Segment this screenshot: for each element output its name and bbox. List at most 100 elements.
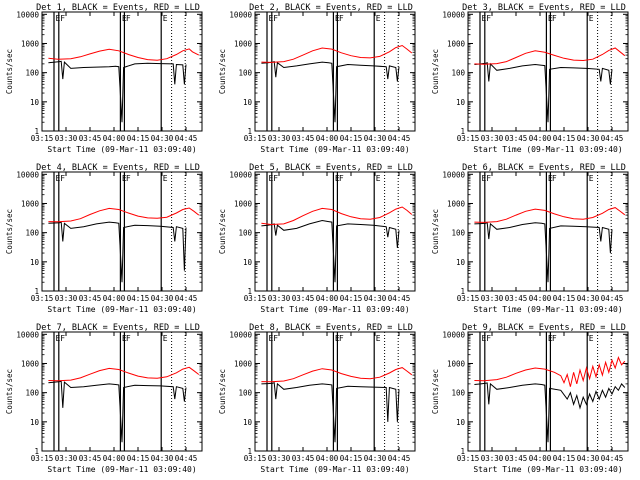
- segment-flag: E: [56, 14, 61, 23]
- lld-series-line: [261, 206, 413, 226]
- events-series-line: [474, 62, 613, 123]
- x-tick-label: 04:45: [388, 294, 411, 303]
- x-tick-label: 03:15: [244, 454, 267, 463]
- x-tick-label: 03:30: [268, 454, 291, 463]
- y-tick-label: 1: [460, 127, 465, 136]
- x-tick-label: 03:30: [481, 294, 504, 303]
- y-axis-label: Counts/sec: [431, 209, 440, 254]
- y-tick-label: 100: [238, 389, 252, 398]
- segment-flag: E: [56, 334, 61, 343]
- x-tick-label: 04:00: [529, 134, 552, 143]
- segment-flag: E: [335, 14, 340, 23]
- x-tick-label: 03:30: [268, 294, 291, 303]
- lld-series-line: [48, 366, 200, 382]
- x-tick-label: 04:00: [103, 454, 126, 463]
- x-axis-label: Start Time (09-Mar-11 03:09:40): [260, 465, 409, 474]
- x-axis-label: Start Time (09-Mar-11 03:09:40): [473, 305, 622, 314]
- segment-flag: E: [548, 174, 553, 183]
- x-tick-label: 04:15: [553, 294, 576, 303]
- y-tick-label: 100: [25, 229, 39, 238]
- y-tick-label: 10: [243, 418, 253, 427]
- y-tick-label: 1000: [447, 359, 466, 368]
- segment-flag: E: [482, 174, 487, 183]
- segment-flag: E: [163, 174, 168, 183]
- x-tick-label: 04:00: [103, 134, 126, 143]
- x-tick-label: 04:00: [529, 294, 552, 303]
- x-axis-label: Start Time (09-Mar-11 03:09:40): [473, 145, 622, 154]
- lld-series-line: [474, 356, 626, 387]
- detector-panel-7: Det 7, BLACK = Events, RED = LLD 1 10 100 10…: [5, 323, 203, 474]
- plot-frame: [467, 331, 629, 452]
- segment-flag: E: [589, 334, 594, 343]
- y-tick-label: 100: [451, 69, 465, 78]
- x-tick-label: 03:45: [505, 294, 528, 303]
- y-tick-label: 10: [456, 258, 466, 267]
- y-tick-label: 1: [34, 447, 39, 456]
- x-axis-label: Start Time (09-Mar-11 03:09:40): [47, 305, 196, 314]
- detector-panel-2: Det 2, BLACK = Events, RED = LLD 1 10 100 10…: [218, 3, 416, 154]
- segment-flag: E: [376, 174, 381, 183]
- plot-frame: [254, 171, 416, 292]
- y-tick-label: 1: [247, 287, 252, 296]
- segment-flag: F: [60, 334, 65, 343]
- x-tick-label: 03:45: [79, 134, 102, 143]
- lld-series-line: [48, 48, 200, 61]
- events-series-line: [48, 60, 187, 123]
- y-tick-label: 10000: [229, 170, 252, 179]
- x-tick-label: 04:30: [364, 294, 387, 303]
- plot-frame: [254, 331, 416, 452]
- x-tick-label: 04:30: [364, 134, 387, 143]
- x-tick-label: 04:00: [316, 294, 339, 303]
- x-tick-label: 03:15: [31, 294, 54, 303]
- x-axis-label: Start Time (09-Mar-11 03:09:40): [260, 305, 409, 314]
- segment-flag: F: [552, 14, 557, 23]
- x-tick-label: 04:15: [340, 134, 363, 143]
- y-tick-label: 1000: [21, 199, 40, 208]
- segment-flag: F: [552, 334, 557, 343]
- detector-panel-3: Det 3, BLACK = Events, RED = LLD 1 10 100 10…: [431, 3, 629, 154]
- detector-panel-9: Det 9, BLACK = Events, RED = LLD 1 10 100 10…: [431, 323, 629, 474]
- x-tick-label: 04:45: [175, 134, 198, 143]
- segment-flag: E: [122, 174, 127, 183]
- segment-flag: F: [486, 14, 491, 23]
- x-tick-label: 04:15: [127, 294, 150, 303]
- y-axis-label: Counts/sec: [5, 369, 14, 414]
- x-tick-label: 03:30: [55, 454, 78, 463]
- lld-series-line: [474, 207, 626, 223]
- x-tick-label: 04:15: [340, 294, 363, 303]
- y-tick-label: 10000: [229, 330, 252, 339]
- segment-flag: E: [269, 334, 274, 343]
- x-tick-label: 04:30: [577, 454, 600, 463]
- x-tick-label: 03:45: [292, 454, 315, 463]
- y-tick-label: 100: [25, 69, 39, 78]
- y-tick-label: 1000: [21, 39, 40, 48]
- y-axis-label: Counts/sec: [5, 49, 14, 94]
- y-axis-label: Counts/sec: [431, 369, 440, 414]
- x-tick-label: 04:30: [151, 454, 174, 463]
- lld-series-line: [48, 207, 200, 223]
- x-tick-label: 03:30: [481, 454, 504, 463]
- y-tick-label: 1: [460, 287, 465, 296]
- y-tick-label: 10000: [442, 170, 465, 179]
- y-tick-label: 1: [34, 287, 39, 296]
- x-tick-label: 03:15: [31, 134, 54, 143]
- x-tick-label: 04:45: [601, 454, 624, 463]
- y-tick-label: 1: [460, 447, 465, 456]
- y-tick-label: 1: [247, 447, 252, 456]
- segment-flag: F: [339, 14, 344, 23]
- panel-title: Det 3, BLACK = Events, RED = LLD: [462, 3, 626, 13]
- y-tick-label: 1: [34, 127, 39, 136]
- y-axis-label: Counts/sec: [218, 49, 227, 94]
- panel-title: Det 7, BLACK = Events, RED = LLD: [36, 323, 200, 333]
- y-tick-label: 10: [243, 258, 253, 267]
- x-tick-label: 04:45: [388, 134, 411, 143]
- lld-series-line: [474, 47, 626, 65]
- segment-flag: F: [60, 174, 65, 183]
- x-tick-label: 04:15: [553, 454, 576, 463]
- x-tick-label: 03:45: [292, 134, 315, 143]
- x-tick-label: 04:30: [577, 134, 600, 143]
- y-tick-label: 10: [30, 418, 40, 427]
- segment-flag: E: [122, 14, 127, 23]
- x-tick-label: 04:00: [316, 454, 339, 463]
- segment-flag: E: [589, 14, 594, 23]
